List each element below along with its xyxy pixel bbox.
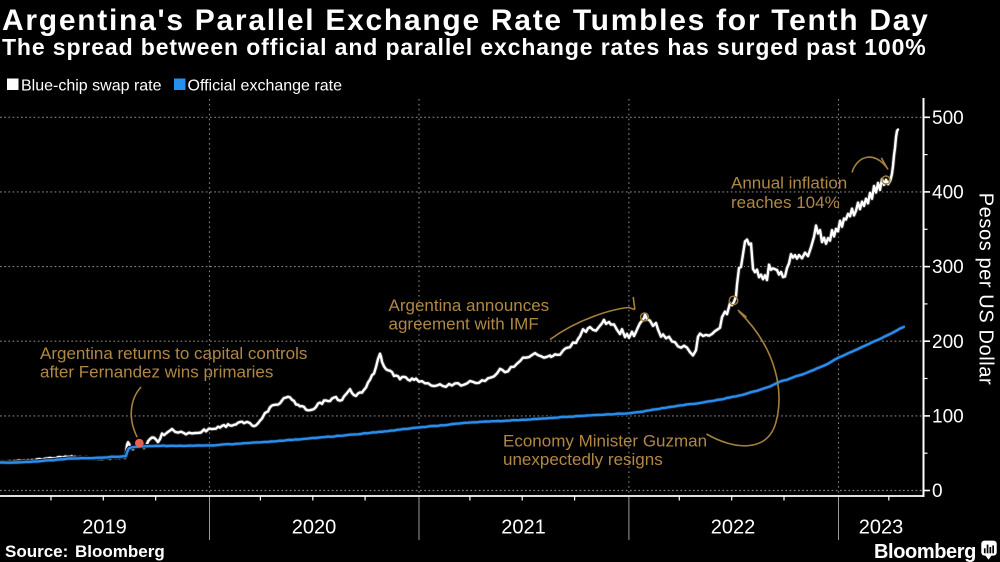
svg-text:agreement with IMF: agreement with IMF <box>389 315 539 334</box>
svg-text:Pesos per US Dollar: Pesos per US Dollar <box>975 193 997 386</box>
svg-text:Source: Bloomberg: Source: Bloomberg <box>5 542 165 561</box>
svg-text:100: 100 <box>932 407 964 428</box>
svg-text:0: 0 <box>932 481 943 502</box>
svg-text:2019: 2019 <box>82 517 127 539</box>
svg-text:Argentina's Parallel Exchange: Argentina's Parallel Exchange Rate Tumbl… <box>2 4 930 37</box>
svg-text:2020: 2020 <box>292 517 337 539</box>
svg-text:unexpectedly resigns: unexpectedly resigns <box>503 450 663 469</box>
svg-text:500: 500 <box>932 108 964 129</box>
svg-text:Argentina announces: Argentina announces <box>389 296 550 315</box>
svg-text:2023: 2023 <box>859 517 904 539</box>
svg-text:200: 200 <box>932 332 964 353</box>
svg-text:after Fernandez wins primaries: after Fernandez wins primaries <box>40 363 273 382</box>
svg-text:Blue-chip swap rate: Blue-chip swap rate <box>21 78 162 95</box>
svg-text:The spread between official an: The spread between official and parallel… <box>2 34 927 60</box>
svg-text:reaches 104%: reaches 104% <box>731 193 840 212</box>
svg-text:Official exchange rate: Official exchange rate <box>188 78 343 95</box>
svg-text:Bloomberg: Bloomberg <box>874 541 976 562</box>
svg-text:Annual inflation: Annual inflation <box>731 174 847 193</box>
svg-text:2022: 2022 <box>711 517 756 539</box>
svg-text:Argentina returns to capital c: Argentina returns to capital controls <box>40 344 307 363</box>
svg-text:Economy Minister Guzman: Economy Minister Guzman <box>503 432 707 451</box>
svg-text:300: 300 <box>932 257 964 278</box>
svg-text:400: 400 <box>932 183 964 204</box>
svg-text:2021: 2021 <box>501 517 546 539</box>
